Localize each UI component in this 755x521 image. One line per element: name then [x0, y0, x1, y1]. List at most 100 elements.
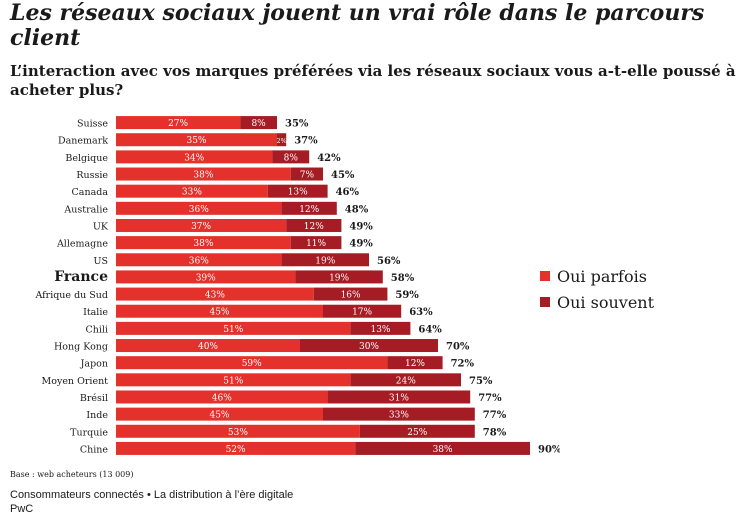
bar-oui-souvent [267, 184, 328, 198]
total-label: 78% [483, 427, 507, 438]
bar-oui-parfois [116, 116, 241, 130]
total-label: 90% [538, 444, 560, 455]
bar-oui-souvent [327, 390, 471, 404]
total-label: 72% [451, 359, 475, 370]
total-label: 49% [349, 221, 373, 232]
data-label: 38% [193, 171, 213, 181]
bar-oui-parfois [116, 390, 328, 404]
bar-oui-parfois [116, 321, 351, 335]
bar-oui-parfois [116, 133, 277, 147]
data-label: 19% [329, 273, 349, 283]
data-label: 52% [226, 445, 246, 455]
data-label: 2% [276, 137, 286, 145]
data-label: 11% [306, 239, 326, 249]
category-label: Chili [85, 324, 108, 335]
bar-oui-souvent [323, 407, 475, 421]
data-label: 45% [209, 411, 229, 421]
bar-oui-parfois [116, 373, 351, 387]
bar-oui-souvent [313, 287, 388, 301]
total-label: 75% [469, 376, 493, 387]
bar-oui-souvent [350, 321, 411, 335]
legend-swatch-souvent [540, 297, 550, 307]
bar-oui-souvent [286, 218, 342, 232]
legend-label-parfois: Oui parfois [557, 266, 647, 286]
bar-oui-souvent [240, 116, 277, 130]
bar-oui-parfois [116, 287, 314, 301]
total-label: 63% [409, 307, 433, 318]
bar-oui-souvent [290, 167, 323, 181]
bar-oui-souvent [387, 356, 443, 370]
data-label: 36% [189, 205, 209, 215]
total-label: 35% [285, 119, 309, 130]
data-label: 24% [396, 376, 416, 386]
data-label: 12% [405, 359, 425, 369]
legend-item-parfois: Oui parfois [540, 263, 654, 289]
legend-label-souvent: Oui souvent [557, 292, 655, 312]
legend-swatch-parfois [540, 271, 550, 281]
bar-oui-parfois [116, 236, 291, 250]
bar-oui-parfois [116, 218, 287, 232]
data-label: 8% [251, 119, 266, 129]
data-label: 16% [341, 291, 361, 301]
bar-chart: Suisse 27% 8% 35% Danemark 35% 2% 37% Belgique 34… [34, 116, 560, 455]
category-label: Russie [76, 170, 108, 181]
data-label: 33% [389, 411, 409, 421]
data-label: 40% [198, 342, 218, 352]
data-label: 59% [242, 359, 262, 369]
data-label: 30% [359, 342, 379, 352]
data-label: 13% [288, 188, 308, 198]
bar-oui-parfois [116, 270, 296, 284]
category-label: Brésil [80, 393, 108, 404]
data-label: 36% [189, 256, 209, 266]
category-label: Belgique [65, 153, 108, 164]
total-label: 77% [483, 410, 507, 421]
data-label: 43% [205, 291, 225, 301]
chart-subtitle: L’interaction avec vos marques préférées… [10, 62, 736, 99]
data-label: 39% [196, 273, 216, 283]
bar-oui-souvent [272, 150, 310, 164]
chart-legend: Oui parfois Oui souvent [540, 263, 654, 315]
category-label: France [54, 269, 108, 285]
data-label: 33% [182, 188, 202, 198]
total-label: 70% [446, 342, 470, 353]
bar-oui-souvent [277, 133, 287, 147]
base-note: Base : web acheteurs (13 009) [10, 470, 134, 479]
bar-oui-souvent [355, 441, 530, 455]
bar-oui-souvent [359, 424, 475, 438]
bar-oui-parfois [116, 201, 282, 215]
category-label: Afrique du Sud [34, 290, 108, 301]
category-label: Inde [86, 410, 108, 421]
total-label: 46% [336, 187, 360, 198]
bar-oui-souvent [323, 304, 402, 318]
category-label: Japon [80, 359, 108, 370]
bar-oui-souvent [295, 270, 383, 284]
category-label: Danemark [58, 136, 108, 147]
bar-oui-parfois [116, 407, 323, 421]
bar-oui-souvent [281, 253, 369, 267]
data-label: 51% [223, 376, 243, 386]
total-label: 59% [395, 290, 419, 301]
category-label: US [93, 256, 108, 267]
footer-publication: Consommateurs connectés • La distributio… [10, 489, 294, 501]
legend-item-souvent: Oui souvent [540, 289, 654, 315]
total-label: 49% [349, 239, 373, 250]
total-label: 45% [331, 170, 355, 181]
bar-oui-parfois [116, 184, 268, 198]
category-label: Moyen Orient [42, 376, 109, 387]
data-label: 17% [352, 308, 372, 318]
data-label: 25% [407, 428, 427, 438]
data-label: 12% [304, 222, 324, 232]
data-label: 7% [300, 171, 315, 181]
total-label: 77% [478, 393, 502, 404]
data-label: 45% [209, 308, 229, 318]
data-label: 8% [284, 153, 299, 163]
category-label: Chine [80, 444, 109, 455]
bar-oui-souvent [350, 373, 461, 387]
data-label: 35% [186, 136, 206, 146]
data-label: 46% [212, 393, 232, 403]
footer: Consommateurs connectés • La distributio… [10, 488, 293, 516]
total-label: 58% [391, 273, 415, 284]
bar-oui-souvent [300, 339, 438, 353]
category-label: Suisse [77, 119, 108, 130]
chart-title: Les réseaux sociaux jouent un vrai rôle … [10, 0, 705, 51]
